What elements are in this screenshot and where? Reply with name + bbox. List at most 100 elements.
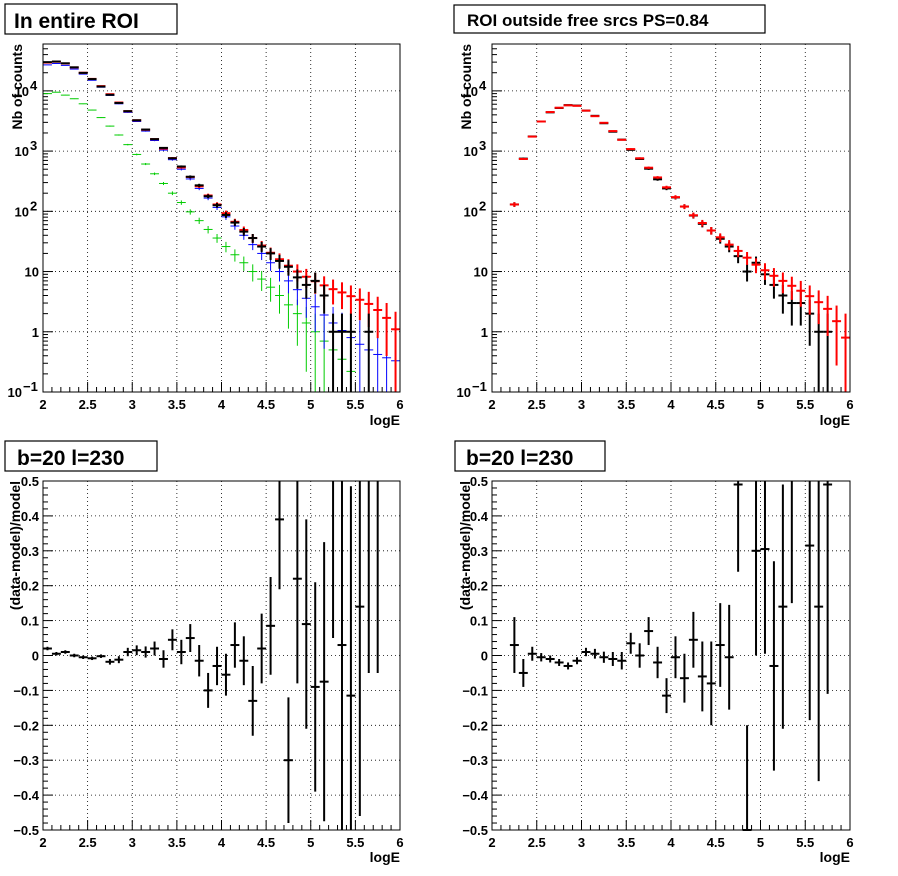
y-tick-label: 0.4	[470, 509, 489, 524]
x-tick-label: 6	[846, 835, 853, 850]
data-point	[751, 258, 761, 274]
data-point	[203, 194, 213, 199]
data-point	[194, 183, 204, 187]
data-point	[679, 653, 689, 703]
y-tick-label: 10	[15, 144, 29, 159]
data-point	[337, 313, 347, 392]
data-point	[572, 657, 582, 665]
data-point	[617, 138, 627, 141]
data-point	[159, 650, 168, 668]
x-tick-label: 5.5	[796, 397, 814, 412]
y-tick-label: 10	[464, 204, 478, 219]
x-tick-label: 4.5	[707, 835, 725, 850]
data-point	[724, 604, 734, 710]
y-tick-label: 10	[464, 84, 478, 99]
data-point	[697, 641, 707, 712]
data-point	[328, 279, 338, 305]
data-point	[185, 209, 195, 215]
x-tick-label: 5.5	[346, 835, 364, 850]
y-tick-exponent: −1	[472, 379, 487, 394]
data-point	[742, 251, 752, 265]
data-point	[518, 658, 528, 687]
data-point	[742, 264, 752, 282]
data-point	[590, 115, 600, 118]
y-tick-label: −0.3	[13, 753, 39, 768]
data-point	[671, 636, 680, 679]
data-point	[337, 282, 347, 310]
data-point	[257, 270, 267, 291]
series-3	[43, 60, 374, 392]
x-tick-label: 5	[757, 835, 764, 850]
y-tick-label: 10	[8, 385, 22, 400]
x-axis-label: logE	[820, 412, 850, 428]
data-point	[608, 652, 618, 666]
data-point	[167, 629, 177, 651]
data-point	[509, 202, 519, 207]
data-point	[239, 228, 249, 236]
data-point	[635, 643, 645, 668]
plot-area: 2 2.5 3 3.5 4 4.5 5 5.5 6 −0.5 −0.4 −0.3 −0.2 −0.1 0 0.…	[13, 474, 403, 850]
data-point	[814, 290, 824, 325]
data-point	[266, 248, 276, 261]
data-point	[132, 119, 142, 122]
y-tick-label: −0.4	[462, 788, 488, 803]
data-point	[733, 245, 743, 258]
data-point	[176, 200, 186, 205]
data-point	[760, 481, 770, 654]
data-point	[635, 157, 645, 160]
data-point	[78, 103, 88, 105]
data-point	[527, 646, 537, 661]
x-tick-label: 5	[307, 397, 314, 412]
y-tick-label: 0.2	[21, 579, 39, 594]
data-point	[823, 295, 833, 336]
x-tick-label: 2.5	[528, 397, 546, 412]
data-point	[671, 195, 680, 200]
data-point	[257, 613, 267, 684]
y-tick-label: 0.3	[21, 544, 39, 559]
data-point	[167, 191, 177, 196]
x-tick-label: 3	[578, 397, 585, 412]
plot-background	[492, 44, 850, 392]
panel-residuals-left: 2 2.5 3 3.5 4 4.5 5 5.5 6 −0.5 −0.4 −0.3 −0.2 −0.1 0 0.…	[4, 440, 404, 865]
y-tick-label: −0.2	[13, 718, 39, 733]
y-tick-label: 0.2	[470, 579, 488, 594]
panel-title: b=20 l=230	[17, 447, 124, 470]
data-point	[194, 217, 204, 224]
data-point	[150, 138, 160, 141]
data-point	[832, 305, 842, 366]
panel-title-box: In entire ROI	[4, 3, 178, 35]
data-point	[355, 288, 365, 321]
data-point	[572, 104, 582, 107]
y-tick-label: 10	[474, 265, 488, 280]
plot-frame	[42, 43, 401, 393]
data-point	[599, 651, 609, 663]
y-tick-exponent: 2	[30, 198, 37, 213]
y-tick-exponent: 4	[479, 78, 487, 93]
y-axis-label: (data-model)/model	[457, 481, 473, 610]
data-point	[221, 653, 231, 696]
y-tick-label: −0.4	[13, 788, 39, 803]
plot-area: 2 2.5 3 3.5 4 4.5 5 5.5 6 −0.5 −0.4 −0.3 −0.2 −0.1 0 0.…	[462, 474, 853, 850]
y-tick-label: 0	[481, 649, 488, 664]
x-tick-label: 6	[396, 397, 403, 412]
data-point	[310, 272, 320, 294]
panel-title: In entire ROI	[14, 10, 139, 33]
data-point	[841, 313, 850, 392]
data-point	[275, 254, 284, 269]
data-point	[292, 481, 302, 684]
data-point	[337, 481, 347, 830]
y-tick-label: 0.3	[470, 544, 488, 559]
x-tick-label: 6	[846, 397, 853, 412]
data-point	[141, 646, 151, 658]
data-point	[554, 106, 564, 109]
series-0	[43, 481, 379, 830]
data-point	[176, 165, 186, 168]
y-tick-label: 10	[15, 84, 29, 99]
x-tick-label: 2.5	[528, 835, 546, 850]
panel-title: ROI outside free srcs PS=0.84	[467, 11, 709, 30]
x-tick-label: 4.5	[707, 397, 725, 412]
y-tick-label: −0.2	[462, 718, 488, 733]
data-point	[141, 162, 151, 166]
